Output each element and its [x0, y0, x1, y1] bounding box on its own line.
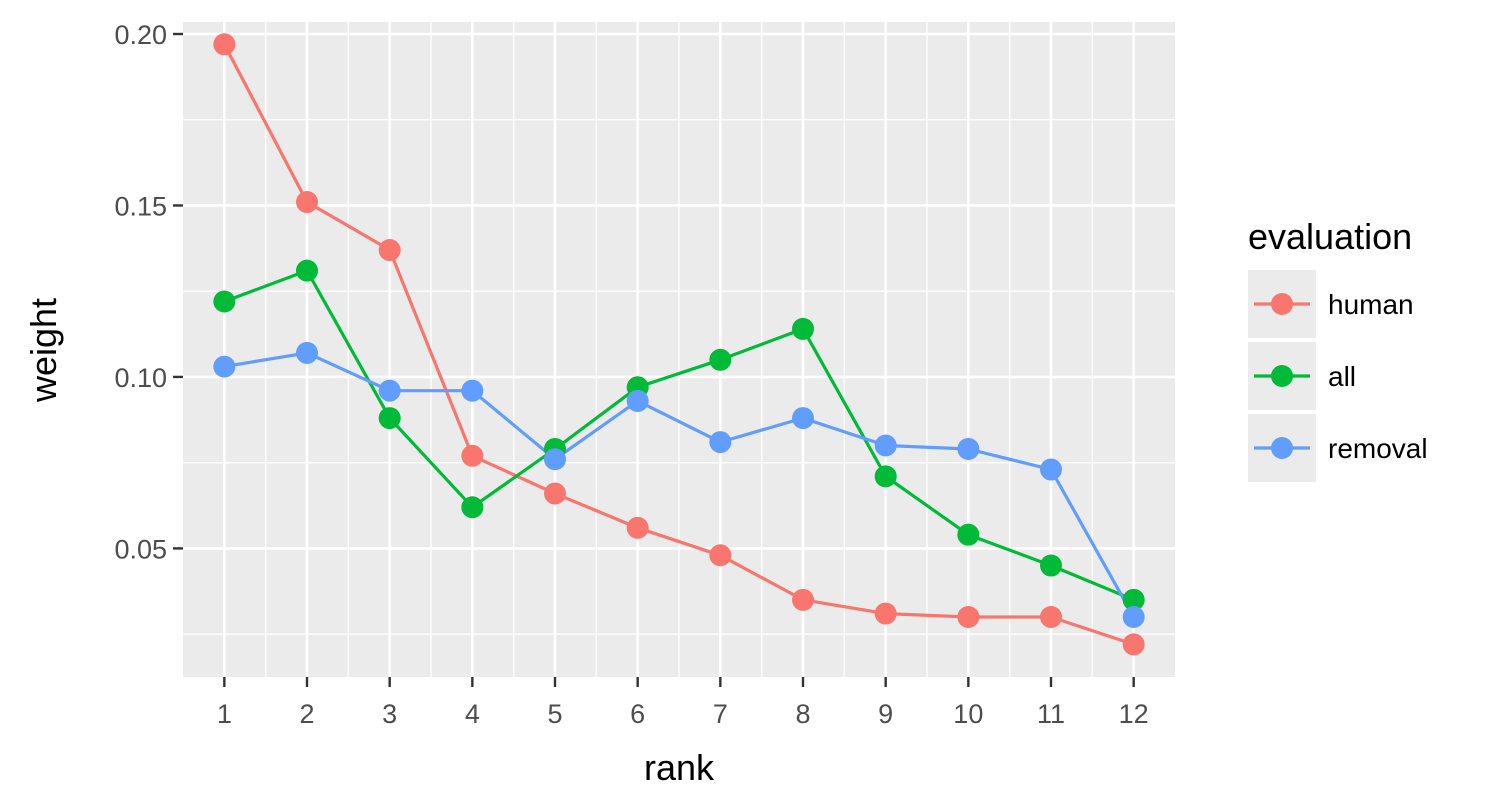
data-point-human: [213, 33, 236, 56]
data-point-human: [957, 605, 980, 628]
data-point-removal: [792, 407, 814, 430]
series-lines: [222, 43, 1136, 646]
legend: evaluation human all removal: [1248, 216, 1428, 482]
data-point-removal: [378, 379, 401, 402]
data-point-all: [378, 407, 401, 430]
x-tick-label: 5: [547, 699, 562, 729]
data-point-removal: [296, 341, 318, 364]
x-tick-label: 10: [953, 699, 983, 729]
series-points: [213, 33, 1145, 656]
data-point-human: [1040, 605, 1062, 628]
data-point-human: [378, 239, 401, 262]
data-point-human: [461, 444, 484, 467]
data-point-all: [213, 290, 236, 313]
data-point-removal: [1122, 605, 1145, 628]
data-point-human: [544, 482, 566, 505]
x-tick-label: 8: [795, 699, 810, 729]
data-point-all: [874, 465, 897, 488]
data-point-removal: [874, 434, 897, 457]
data-point-removal: [544, 448, 566, 471]
data-point-human: [709, 544, 732, 567]
data-point-removal: [626, 389, 649, 412]
data-point-human: [626, 516, 649, 539]
data-point-human: [296, 191, 318, 214]
x-tick-label: 12: [1119, 699, 1149, 729]
data-point-removal: [709, 431, 732, 454]
legend-label-human: human: [1328, 289, 1414, 320]
series-line-removal: [224, 351, 1136, 618]
y-tick-label: 0.10: [114, 363, 167, 393]
data-point-all: [461, 496, 484, 519]
x-tick-label: 7: [713, 699, 728, 729]
y-tick-label: 0.05: [114, 534, 167, 564]
y-tick-label: 0.15: [114, 191, 167, 221]
x-tick-label: 6: [630, 699, 645, 729]
data-point-all: [709, 348, 732, 371]
series-line-human: [222, 43, 1135, 646]
x-tick-label: 9: [878, 699, 893, 729]
data-point-human: [874, 602, 897, 625]
series-line-all: [223, 269, 1135, 602]
data-point-removal: [1040, 458, 1062, 481]
legend-key-point-human: [1271, 293, 1293, 315]
legend-title: evaluation: [1248, 216, 1412, 257]
x-axis: 1 2 3 4 5 6 7 8 9 10 11 12: [217, 677, 1149, 729]
x-tick-label: 1: [217, 699, 232, 729]
data-point-removal: [957, 437, 980, 460]
x-tick-label: 3: [382, 699, 397, 729]
legend-key-point-all: [1271, 365, 1293, 387]
y-axis: 0.05 0.10 0.15 0.20: [114, 20, 183, 564]
data-point-all: [296, 259, 318, 282]
legend-label-removal: removal: [1328, 433, 1428, 464]
data-point-human: [792, 588, 814, 611]
data-point-removal: [213, 355, 236, 378]
y-axis-title: weight: [23, 298, 64, 403]
data-point-human: [1122, 633, 1145, 656]
data-point-all: [1040, 554, 1062, 577]
x-tick-label: 2: [299, 699, 314, 729]
x-axis-title: rank: [644, 747, 715, 788]
major-gridlines: [183, 22, 1175, 677]
data-point-all: [957, 523, 980, 546]
legend-key-point-removal: [1271, 437, 1293, 459]
minor-gridlines: [183, 22, 1175, 677]
x-tick-label: 11: [1037, 699, 1065, 729]
y-tick-label: 0.20: [114, 20, 167, 50]
data-point-removal: [461, 379, 484, 402]
x-tick-label: 4: [465, 699, 480, 729]
legend-label-all: all: [1328, 361, 1356, 392]
data-point-all: [1122, 588, 1145, 611]
data-point-all: [792, 317, 814, 340]
